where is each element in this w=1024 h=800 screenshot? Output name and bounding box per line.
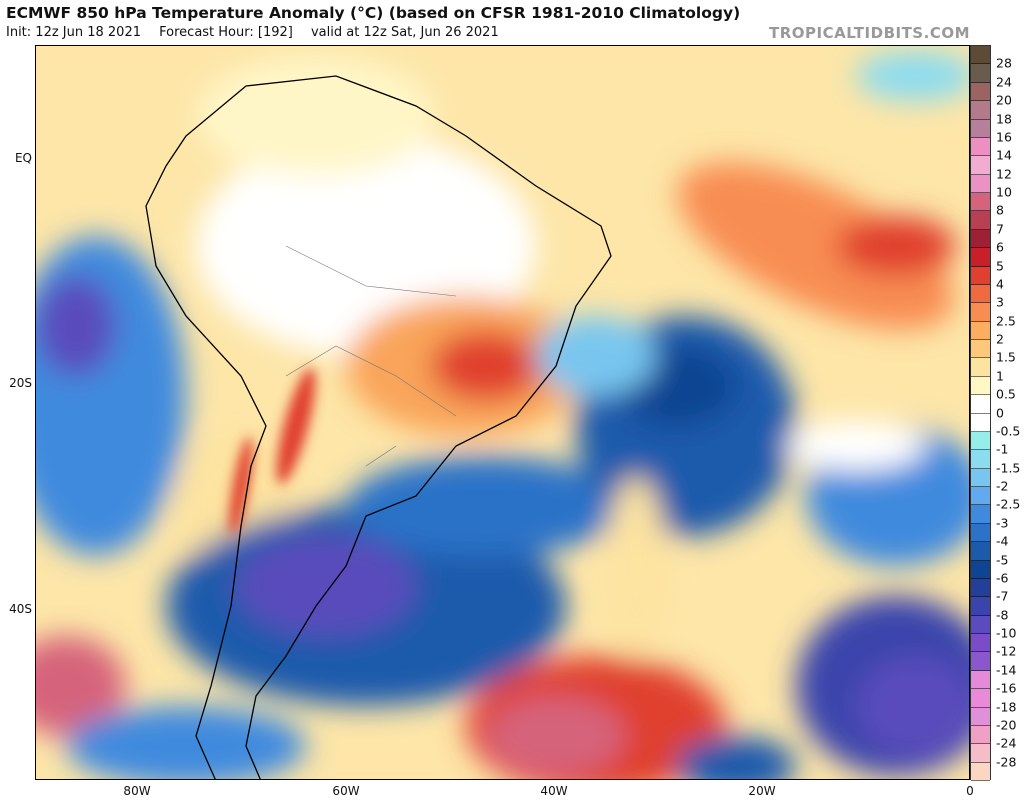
colorbar-bin — [971, 193, 990, 212]
valid-time: valid at 12z Sat, Jun 26 2021 — [310, 25, 499, 40]
lat-label-eq: EQ — [14, 151, 32, 165]
anomaly-field — [36, 46, 969, 779]
colorbar-label: -3 — [996, 515, 1009, 531]
colorbar-bin — [971, 284, 990, 304]
colorbar-label: -7 — [996, 588, 1009, 604]
colorbar-bin — [971, 762, 990, 781]
colorbar-bin — [971, 707, 990, 726]
colorbar-bin — [971, 542, 990, 561]
colorbar-bin — [971, 670, 990, 690]
colorbar-bin — [971, 744, 990, 763]
colorbar-bin — [971, 64, 990, 83]
colorbar-bin — [971, 82, 990, 102]
colorbar-label: -28 — [996, 754, 1017, 770]
colorbar-label: -8 — [996, 607, 1009, 623]
colorbar-bin — [971, 578, 990, 598]
colorbar-bin — [971, 376, 990, 396]
colorbar-bin — [971, 652, 990, 671]
colorbar-label: 24 — [996, 74, 1012, 90]
forecast-hour: Forecast Hour: [192] — [159, 25, 293, 40]
lon-label-40w: 40W — [540, 784, 568, 798]
colorbar-label: 12 — [996, 166, 1012, 182]
colorbar-label: 16 — [996, 129, 1012, 145]
colorbar-bin — [971, 156, 990, 175]
colorbar-label: -10 — [996, 625, 1017, 641]
colorbar-label: -24 — [996, 735, 1017, 751]
colorbar-label: -6 — [996, 570, 1009, 586]
colorbar-label: -18 — [996, 699, 1017, 714]
colorbar-label: -20 — [996, 717, 1017, 733]
brand-watermark: TROPICALTIDBITS.COM — [769, 24, 970, 42]
anomaly-map — [35, 45, 970, 780]
colorbar-bin — [971, 725, 990, 745]
colorbar — [970, 45, 991, 781]
colorbar-label: 20 — [996, 92, 1012, 108]
colorbar-label: 28 — [996, 55, 1012, 71]
colorbar-label: 1.5 — [996, 349, 1016, 365]
colorbar-label: 4 — [996, 276, 1004, 292]
init-time: Init: 12z Jun 18 2021 — [6, 25, 141, 40]
colorbar-bin — [971, 431, 990, 451]
lat-label-20s: 20S — [9, 376, 32, 390]
colorbar-label: 7 — [996, 221, 1004, 237]
colorbar-bin — [971, 119, 990, 138]
colorbar-label: -1 — [996, 441, 1009, 457]
colorbar-bin — [971, 450, 990, 469]
colorbar-bin — [971, 358, 990, 377]
colorbar-bin — [971, 303, 990, 322]
colorbar-label: 10 — [996, 184, 1012, 200]
lon-label-20w: 20W — [748, 784, 776, 798]
colorbar-bin — [971, 523, 990, 543]
colorbar-bin — [971, 487, 990, 506]
lon-label-80w: 80W — [123, 784, 151, 798]
colorbar-label: 5 — [996, 258, 1004, 273]
colorbar-bin — [971, 229, 990, 249]
colorbar-bin — [971, 174, 990, 193]
colorbar-bin — [971, 468, 990, 487]
colorbar-bin — [971, 634, 990, 653]
colorbar-bin — [971, 505, 990, 524]
colorbar-label: 2.5 — [996, 313, 1016, 329]
colorbar-label: -5 — [996, 552, 1009, 567]
colorbar-bin — [971, 597, 990, 616]
colorbar-label: -12 — [996, 643, 1017, 659]
map-subtitle: Init: 12z Jun 18 2021 Forecast Hour: [19… — [6, 25, 499, 40]
map-title: ECMWF 850 hPa Temperature Anomaly (°C) (… — [6, 4, 741, 22]
colorbar-label: -4 — [996, 533, 1009, 549]
colorbar-label: -1.5 — [996, 460, 1021, 476]
colorbar-label: -14 — [996, 662, 1017, 678]
lon-label-60w: 60W — [332, 784, 360, 798]
colorbar-bin — [971, 340, 990, 359]
colorbar-label: 2 — [996, 331, 1004, 347]
colorbar-bin — [971, 248, 990, 267]
colorbar-bin — [971, 689, 990, 708]
colorbar-label: 6 — [996, 239, 1004, 255]
colorbar-label: 18 — [996, 111, 1012, 126]
colorbar-bin — [971, 560, 990, 579]
colorbar-bin — [971, 137, 990, 157]
colorbar-label: -0.5 — [996, 423, 1021, 439]
colorbar-bin — [971, 395, 990, 414]
colorbar-bin — [971, 101, 990, 120]
colorbar-label: -2.5 — [996, 496, 1021, 512]
colorbar-bin — [971, 413, 990, 432]
colorbar-label: 8 — [996, 202, 1004, 218]
colorbar-bin — [971, 615, 990, 634]
lat-label-40s: 40S — [9, 602, 32, 616]
colorbar-bin — [971, 46, 990, 65]
colorbar-bin — [971, 211, 990, 230]
colorbar-bin — [971, 266, 990, 285]
colorbar-bin — [971, 321, 990, 340]
colorbar-label: 3 — [996, 294, 1004, 310]
colorbar-label: 14 — [996, 147, 1012, 163]
colorbar-label: -2 — [996, 478, 1009, 494]
colorbar-label: -16 — [996, 680, 1017, 696]
lon-label-0: 0 — [966, 784, 974, 798]
colorbar-label: 0.5 — [996, 386, 1016, 402]
colorbar-label: 1 — [996, 368, 1004, 384]
colorbar-label: 0 — [996, 405, 1004, 420]
